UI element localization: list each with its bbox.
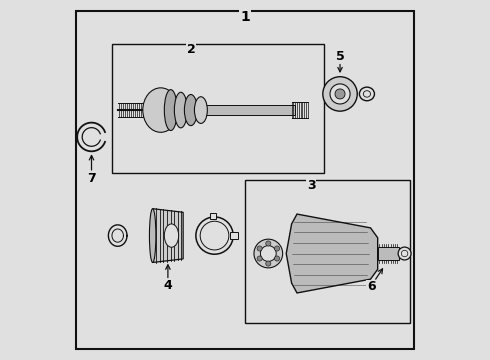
Circle shape	[196, 217, 233, 254]
Circle shape	[266, 241, 271, 246]
Circle shape	[323, 77, 357, 111]
Ellipse shape	[359, 87, 374, 101]
Polygon shape	[153, 209, 183, 262]
Bar	[210, 213, 216, 219]
Bar	[112, 44, 324, 173]
Text: 6: 6	[367, 280, 375, 293]
Circle shape	[257, 256, 262, 261]
Ellipse shape	[184, 95, 197, 126]
Circle shape	[274, 246, 280, 251]
Circle shape	[398, 247, 411, 260]
Polygon shape	[286, 214, 378, 293]
Text: 7: 7	[87, 172, 96, 185]
Text: 2: 2	[187, 42, 196, 55]
Circle shape	[266, 261, 271, 266]
Circle shape	[335, 89, 345, 99]
Circle shape	[260, 246, 276, 261]
Text: 1: 1	[240, 10, 250, 24]
Circle shape	[257, 246, 262, 251]
Text: 5: 5	[336, 50, 344, 63]
Text: 4: 4	[164, 279, 172, 292]
Bar	[245, 180, 410, 323]
Circle shape	[200, 221, 229, 250]
Ellipse shape	[143, 88, 179, 132]
Circle shape	[330, 84, 350, 104]
Bar	[202, 105, 295, 115]
Ellipse shape	[164, 224, 179, 247]
Circle shape	[401, 250, 408, 257]
Ellipse shape	[174, 92, 187, 128]
Circle shape	[274, 256, 280, 261]
Circle shape	[254, 239, 283, 268]
Ellipse shape	[364, 91, 370, 97]
Ellipse shape	[195, 97, 207, 123]
Ellipse shape	[149, 209, 156, 262]
Ellipse shape	[164, 90, 177, 131]
Text: 3: 3	[307, 179, 316, 192]
Bar	[230, 232, 238, 239]
Bar	[378, 247, 399, 260]
